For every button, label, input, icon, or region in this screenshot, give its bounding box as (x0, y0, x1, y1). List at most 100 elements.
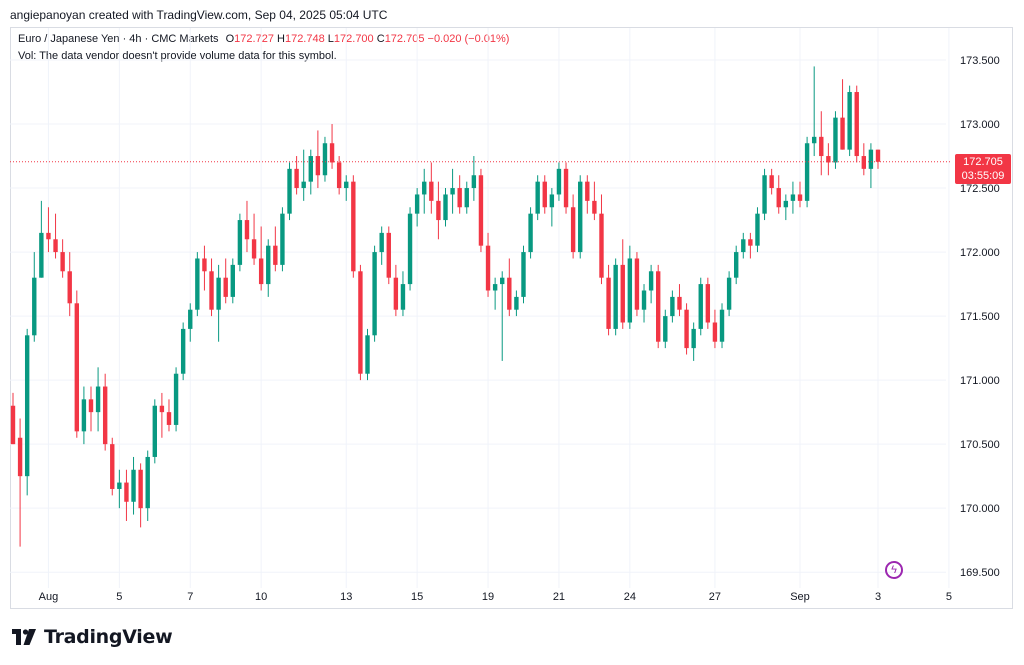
candle-down (677, 284, 682, 317)
volume-note: Vol: The data vendor doesn't provide vol… (18, 50, 337, 62)
candle-body (762, 175, 767, 214)
candle-up (670, 290, 675, 323)
candle-body (258, 258, 264, 285)
candle-up (24, 328, 30, 496)
time-tick-label: 13 (340, 591, 352, 603)
candle-up (422, 168, 427, 214)
candle-up (365, 328, 370, 381)
candle-body (202, 258, 207, 272)
candle-body (102, 386, 108, 445)
time-tick-label: 21 (553, 591, 565, 603)
candle-down (705, 277, 711, 329)
candle-down (159, 392, 165, 438)
candle-up (280, 207, 285, 272)
candle-body (868, 149, 874, 169)
candle-up (783, 194, 789, 221)
candle-body (46, 232, 51, 240)
time-tick-label: 7 (187, 591, 193, 603)
candle-body (549, 194, 555, 208)
candle-body (88, 399, 94, 413)
candle-down (585, 175, 590, 214)
candle-up (322, 136, 328, 182)
candle-body (180, 328, 186, 374)
candle-body (145, 456, 150, 509)
candle-up (528, 207, 533, 259)
candle-down (329, 124, 335, 169)
candle-up (117, 469, 122, 509)
candle-body (648, 271, 654, 291)
brand-logo[interactable]: TradingView (12, 626, 173, 648)
candle-down (351, 175, 356, 278)
candle-up (762, 168, 767, 221)
candle-up (464, 181, 469, 214)
candle-body (804, 143, 810, 201)
candle-body (535, 181, 540, 214)
price-tick-label: 172.000 (960, 247, 1000, 259)
candle-up (578, 175, 583, 259)
candle-up (195, 252, 200, 317)
high-value: 172.748 (284, 33, 325, 45)
candle-body (386, 232, 391, 278)
candle-body (811, 136, 817, 144)
candle-body (769, 175, 774, 189)
candle-body (414, 194, 420, 214)
candle-down (429, 162, 434, 214)
candle-down (102, 373, 108, 451)
price-tick-label: 169.500 (960, 567, 1000, 579)
candle-body (712, 322, 718, 342)
candle-body (251, 239, 257, 259)
candle-up (500, 271, 505, 361)
candle-up (450, 168, 455, 214)
candle-body (826, 156, 831, 163)
candle-up (535, 175, 540, 221)
candle-down (599, 194, 604, 285)
candle-down (875, 149, 881, 169)
candle-down (358, 264, 363, 381)
lightning-icon[interactable]: ϟ (885, 561, 903, 579)
candle-up (790, 181, 796, 214)
candle-body (336, 162, 342, 189)
candle-up (266, 239, 271, 297)
candle-down (88, 386, 94, 432)
candle-body (733, 252, 739, 278)
candle-up (39, 200, 44, 278)
candle-up (804, 136, 810, 208)
candle-body (861, 156, 867, 169)
candle-up (613, 258, 618, 336)
candle-body (443, 194, 448, 221)
candle-up (811, 66, 817, 157)
candle-up (400, 271, 406, 317)
candle-down (251, 213, 257, 265)
candle-down (776, 175, 781, 214)
time-tick-label: 24 (624, 591, 636, 603)
candle-body (741, 239, 746, 253)
candle-body (266, 245, 271, 285)
candle-down (656, 264, 661, 349)
candle-down (223, 258, 228, 304)
candle-body (209, 271, 214, 310)
candle-body (521, 252, 526, 297)
candle-body (173, 373, 179, 425)
candle-body (790, 194, 796, 201)
candle-body (393, 277, 399, 310)
candle-body (117, 482, 122, 489)
candle-down (748, 232, 753, 259)
candle-body (344, 181, 349, 189)
candle-body (400, 284, 406, 310)
candle-body (691, 328, 696, 349)
candle-body (485, 245, 491, 291)
change-value: −0.020 (−0.01%) (427, 33, 510, 45)
candle-body (60, 252, 65, 272)
candle-body (308, 156, 313, 182)
candle-down (507, 258, 512, 317)
candle-body (698, 284, 703, 329)
candle-body (620, 264, 625, 323)
time-tick-label: 15 (411, 591, 423, 603)
candle-body (542, 181, 547, 208)
candle-body (776, 188, 781, 208)
candle-up (691, 322, 696, 361)
candle-up (173, 367, 179, 432)
candle-up (230, 258, 235, 304)
candle-down (209, 258, 214, 317)
